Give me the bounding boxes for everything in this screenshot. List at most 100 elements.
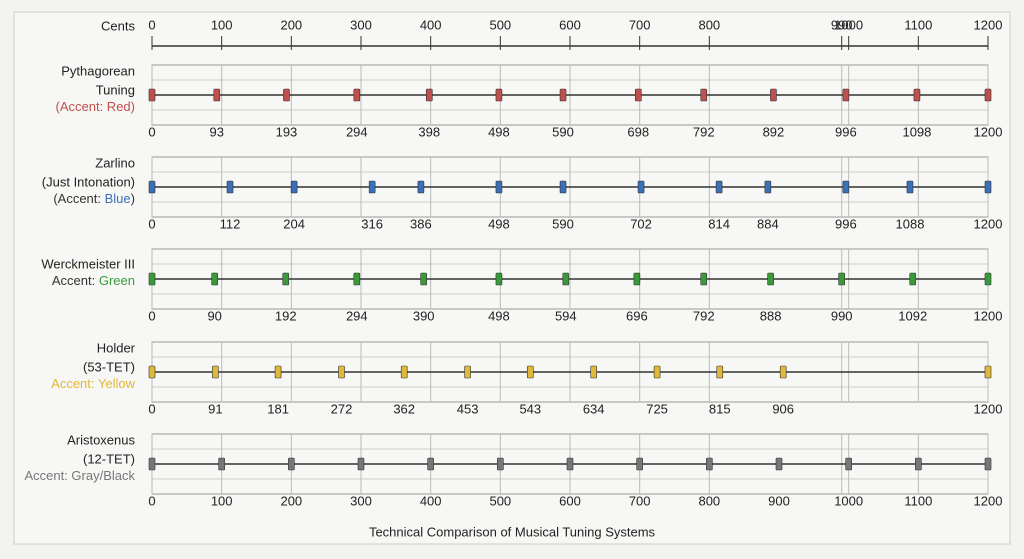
value-label: 1200 [974, 124, 1003, 139]
value-label: 634 [583, 401, 605, 416]
value-label: 815 [709, 401, 731, 416]
value-label: 300 [350, 493, 372, 508]
marker [715, 180, 723, 194]
marker [633, 272, 641, 286]
marker [353, 272, 361, 286]
row-name: Pythagorean [61, 63, 135, 78]
row-name: Werckmeister III [41, 256, 135, 271]
row-accent: Accent: Gray/Black [24, 468, 135, 483]
value-label: 498 [488, 124, 510, 139]
marker [282, 272, 290, 286]
row-name: Aristoxenus [67, 432, 135, 447]
value-label: 996 [835, 216, 857, 231]
marker [226, 180, 234, 194]
marker [148, 88, 156, 102]
marker [420, 272, 428, 286]
marker [213, 88, 221, 102]
accent-part: (Accent: Red) [56, 99, 135, 114]
value-label: 386 [410, 216, 432, 231]
value-label: 192 [275, 308, 297, 323]
marker [148, 365, 156, 379]
marker [148, 272, 156, 286]
marker [288, 457, 295, 471]
value-label: 792 [693, 308, 715, 323]
value-label: 90 [207, 308, 221, 323]
value-label: 0 [148, 124, 155, 139]
marker [417, 180, 425, 194]
accent-part: (Accent: [53, 191, 104, 206]
marker [566, 457, 574, 471]
x-tick-label: 0 [148, 17, 155, 32]
marker [497, 457, 504, 471]
row-name: (12-TET) [83, 451, 135, 466]
value-label: 453 [457, 401, 479, 416]
marker [357, 457, 365, 471]
marker [427, 457, 434, 471]
marker [274, 365, 282, 379]
value-label: 1098 [902, 124, 931, 139]
marker [700, 272, 708, 286]
value-label: 0 [148, 308, 155, 323]
marker [779, 365, 787, 379]
value-label: 884 [757, 216, 779, 231]
value-label: 0 [148, 216, 155, 231]
value-label: 294 [346, 124, 368, 139]
value-label: 990 [831, 308, 853, 323]
marker [637, 180, 645, 194]
x-tick-label: 1100 [904, 17, 932, 32]
marker [842, 180, 850, 194]
marker [913, 88, 921, 102]
x-tick-label: 200 [280, 17, 302, 32]
value-label: 1000 [834, 493, 863, 508]
marker [400, 365, 408, 379]
row-accent: (Accent: Red) [56, 99, 135, 114]
value-label: 1200 [974, 493, 1003, 508]
value-label: 100 [211, 493, 233, 508]
value-label: 91 [208, 401, 222, 416]
accent-part: Accent: Gray/Black [24, 468, 135, 483]
value-label: 294 [346, 308, 368, 323]
x-tick-label: 1000 [834, 17, 863, 32]
marker [283, 88, 290, 102]
value-label: 272 [331, 401, 353, 416]
marker [764, 180, 772, 194]
value-label: 181 [267, 401, 289, 416]
value-label: 800 [698, 493, 720, 508]
marker [984, 88, 992, 102]
row-accent: Accent: Green [52, 273, 135, 288]
marker [425, 88, 433, 102]
value-label: 702 [630, 216, 652, 231]
row-name: (Just Intonation) [42, 174, 135, 189]
x-tick-label: 800 [698, 17, 720, 32]
row-name: (53-TET) [83, 359, 135, 374]
value-label: 590 [552, 216, 574, 231]
row-name: Zarlino [95, 155, 135, 170]
value-label: 200 [280, 493, 302, 508]
marker [636, 457, 643, 471]
marker [338, 365, 345, 379]
value-label: 498 [488, 308, 510, 323]
value-label: 792 [693, 124, 715, 139]
marker [590, 365, 597, 379]
marker [495, 88, 503, 102]
accent-part: Green [99, 273, 135, 288]
marker [767, 272, 774, 286]
value-label: 543 [519, 401, 541, 416]
marker [706, 457, 713, 471]
marker [984, 180, 992, 194]
value-label: 316 [361, 216, 383, 231]
value-label: 590 [552, 124, 574, 139]
marker [290, 180, 298, 194]
row-name: Tuning [96, 82, 135, 97]
value-label: 1092 [898, 308, 927, 323]
marker [906, 180, 914, 194]
x-tick-label: 990 [831, 17, 853, 32]
marker [495, 272, 503, 286]
marker [775, 457, 783, 471]
value-label: 698 [627, 124, 649, 139]
marker [716, 365, 724, 379]
marker [148, 457, 156, 471]
marker [984, 457, 992, 471]
marker [634, 88, 642, 102]
